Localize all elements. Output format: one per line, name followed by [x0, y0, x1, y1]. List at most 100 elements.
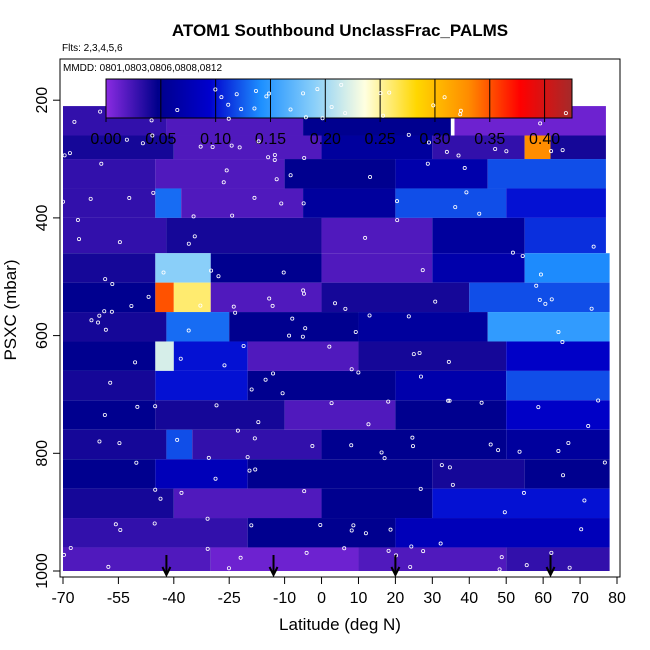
observation-point	[493, 146, 498, 151]
observation-point	[386, 548, 391, 553]
observation-point	[310, 444, 315, 449]
observation-point	[62, 552, 67, 557]
x-tick-label: 0	[317, 590, 326, 607]
observation-point	[226, 116, 231, 121]
observation-point	[252, 436, 257, 441]
observation-point	[229, 143, 234, 148]
observation-point	[488, 442, 493, 447]
observation-point	[274, 177, 279, 182]
observation-point	[219, 95, 224, 100]
heatmap-cell-5-0	[63, 217, 167, 254]
observation-point	[238, 555, 243, 560]
observation-point	[499, 555, 504, 560]
observation-point	[235, 428, 240, 433]
observation-point	[213, 87, 218, 92]
heatmap-cell-3-2	[284, 159, 396, 189]
observation-point	[301, 291, 306, 296]
observation-point	[249, 523, 254, 528]
heatmap-cell-7-0	[63, 282, 156, 313]
observation-point	[150, 133, 155, 138]
observation-point	[175, 437, 180, 442]
x-tick-label: -55	[107, 590, 130, 607]
observation-point	[549, 550, 554, 555]
observation-point	[586, 424, 591, 429]
chart-subtitle: Flts: 2,3,4,5,6	[62, 43, 123, 54]
y-tick-label: 1000	[34, 553, 51, 589]
heatmap-cell-7-2	[173, 282, 211, 313]
observation-point	[517, 449, 522, 454]
observation-point	[186, 241, 191, 246]
colorbar-tick-label: 0.20	[310, 131, 341, 148]
observation-point	[67, 151, 72, 156]
observation-point	[366, 422, 371, 427]
heatmap-cell-5-1	[166, 217, 322, 254]
heatmap-cell-6-4	[432, 253, 525, 283]
heatmap-cell-4-4	[395, 188, 507, 218]
heatmap-cell-9-4	[358, 341, 507, 371]
observation-point	[247, 468, 252, 473]
heatmap-cell-11-4	[506, 400, 610, 430]
observation-point	[110, 282, 115, 287]
y-axis: 200 400 600 800 1000	[34, 87, 60, 589]
observation-point	[175, 108, 180, 113]
observation-point	[226, 102, 231, 107]
heatmap-cell-10-2	[247, 370, 396, 401]
heatmap-cell-12-2	[192, 429, 322, 460]
observation-point	[406, 132, 411, 137]
observation-point	[270, 303, 275, 308]
observation-point	[549, 297, 554, 302]
heatmap-cell-14-3	[432, 488, 610, 519]
observation-point	[395, 199, 400, 204]
heatmap-cell-6-5	[524, 253, 610, 283]
observation-point	[327, 344, 332, 349]
colorbar-tick-label: 0.40	[529, 131, 560, 148]
heatmap-cell-9-5	[506, 341, 610, 371]
x-tick-label: 60	[534, 590, 552, 607]
heatmap-cell-11-1	[155, 400, 285, 430]
observation-point	[133, 360, 138, 365]
observation-point	[536, 405, 541, 410]
observation-point	[272, 152, 277, 157]
observation-point	[109, 309, 114, 314]
observation-point	[158, 496, 163, 501]
heatmap-cell-13-3	[432, 459, 525, 489]
observation-point	[349, 528, 354, 533]
heatmap-cell-16-0	[63, 547, 211, 571]
observation-point	[447, 465, 452, 470]
x-tick-label: 30	[423, 590, 441, 607]
observation-point	[134, 460, 139, 465]
observation-point	[62, 153, 67, 158]
observation-point	[209, 268, 214, 273]
observation-point	[417, 351, 422, 356]
observation-point	[129, 303, 134, 308]
observation-point	[253, 467, 258, 472]
chart-title: ATOM1 Southbound UnclassFrac_PALMS	[172, 21, 508, 40]
heatmap-cell-10-0	[63, 370, 156, 401]
observation-point	[303, 115, 308, 120]
observation-point	[198, 303, 203, 308]
observation-point	[102, 413, 107, 418]
observation-point	[353, 329, 358, 334]
observation-point	[301, 91, 306, 96]
heatmap-cell-5-2	[321, 217, 433, 254]
observation-point	[444, 149, 449, 154]
heatmap-cell-3-4	[487, 159, 606, 189]
heatmap-cell-14-0	[63, 488, 174, 519]
observation-point	[252, 106, 257, 111]
x-axis-label: Latitude (deg N)	[279, 615, 401, 634]
observation-point	[290, 316, 295, 321]
observation-point	[205, 516, 210, 521]
heatmap-cell-8-2	[229, 312, 359, 342]
observation-point	[425, 161, 430, 166]
observation-point	[271, 371, 276, 376]
observation-point	[329, 401, 334, 406]
heatmap-cell-4-0	[63, 188, 156, 218]
heatmap-cell-15-1	[247, 518, 396, 548]
observation-point	[214, 403, 219, 408]
observation-point	[179, 490, 184, 495]
observation-point	[356, 370, 361, 375]
observation-point	[378, 91, 383, 96]
observation-point	[418, 486, 423, 491]
flight-arrow-head	[161, 566, 172, 578]
observation-point	[420, 268, 425, 273]
